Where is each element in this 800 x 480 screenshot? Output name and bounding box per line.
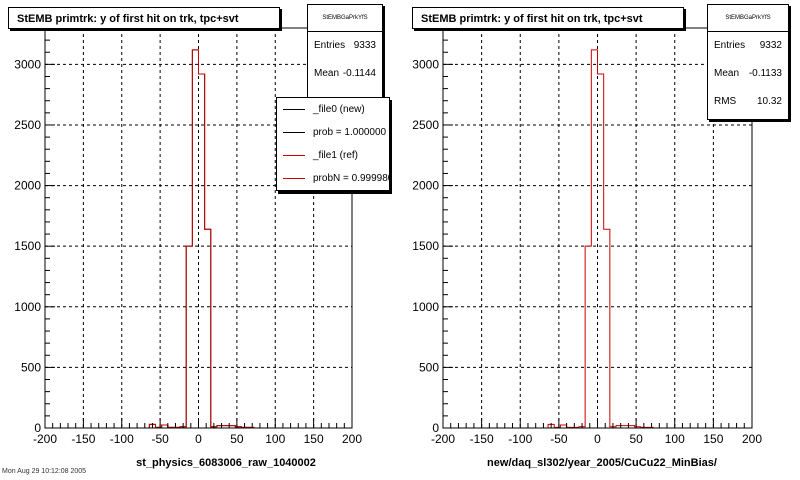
left-histogram-panel: -200 -150 -100 -50 0 50 100 150 2000500100015002…	[14, 27, 362, 446]
y-tick-label: 0	[34, 421, 41, 435]
y-tick-label: 3000	[14, 57, 41, 71]
right-stats-row: RMS 10.32	[708, 88, 788, 116]
x-tick-label: -150	[470, 432, 494, 446]
x-tick-label: -200	[33, 432, 57, 446]
legend-entry: _file1 (ref)	[277, 144, 389, 167]
legend-swatch	[283, 178, 305, 179]
y-tick-label: 1500	[412, 239, 439, 253]
legend-entry: _file0 (new)	[277, 98, 389, 121]
right-title-text: StEMB primtrk: y of first hit on trk, tp…	[421, 13, 643, 25]
x-tick-label: 100	[665, 432, 685, 446]
right-stats-value: -0.1133	[748, 68, 782, 79]
y-tick-label: 2500	[412, 118, 439, 132]
right-stats-value: 9332	[759, 40, 782, 51]
x-tick-label: -50	[151, 432, 169, 446]
left-x-axis-title: st_physics_6083006_raw_1040002	[136, 457, 316, 469]
left-stats-row: Mean -0.1144	[308, 60, 382, 88]
x-tick-label: 50	[629, 432, 643, 446]
left-title: StEMB primtrk: y of first hit on trk, tp…	[8, 7, 280, 29]
legend-swatch	[283, 155, 305, 156]
x-tick-label: -150	[71, 432, 95, 446]
right-stats-name: StEMBGaPrkYfS	[708, 5, 788, 32]
left-stats-row: Entries 9333	[308, 32, 382, 60]
right-stats-label: Entries	[714, 40, 746, 51]
left-stats-label: Entries	[314, 40, 346, 51]
y-tick-label: 1000	[412, 300, 439, 314]
right-stats-value: 10.32	[756, 96, 782, 107]
legend-swatch	[283, 109, 305, 110]
x-tick-label: 0	[195, 432, 202, 446]
legend-label: prob = 1.000000	[313, 127, 387, 138]
left-stats-value: 9333	[353, 40, 376, 51]
left-stats-value: -0.1144	[342, 68, 376, 79]
right-stats-label: Mean	[714, 68, 740, 79]
legend-swatch	[283, 132, 305, 133]
right-stats-box: StEMBGaPrkYfS Entries 9332 Mean -0.1133 …	[707, 4, 789, 120]
right-stats-row: Entries 9332	[708, 32, 788, 60]
right-stats-row: Mean -0.1133	[708, 60, 788, 88]
y-tick-label: 1000	[14, 300, 41, 314]
x-tick-label: -200	[431, 432, 455, 446]
left-stats-label: Mean	[314, 68, 340, 79]
y-tick-label: 0	[432, 421, 439, 435]
y-tick-label: 1500	[14, 239, 41, 253]
y-tick-label: 500	[21, 360, 41, 374]
x-tick-label: 200	[742, 432, 762, 446]
left-legend: _file0 (new) prob = 1.000000 _file1 (ref…	[276, 97, 390, 191]
left-title-text: StEMB primtrk: y of first hit on trk, tp…	[17, 13, 239, 25]
x-tick-label: 0	[594, 432, 601, 446]
x-tick-label: -50	[550, 432, 568, 446]
y-tick-label: 500	[419, 360, 439, 374]
footer-timestamp: Mon Aug 29 10:12:08 2005	[2, 468, 87, 475]
y-tick-label: 2000	[412, 179, 439, 193]
y-tick-label: 2500	[14, 118, 41, 132]
x-tick-label: 50	[230, 432, 244, 446]
x-tick-label: 150	[304, 432, 324, 446]
right-title: StEMB primtrk: y of first hit on trk, tp…	[412, 7, 684, 29]
left-stats-box: StEMBGaPrkYfS Entries 9333 Mean -0.1144	[307, 4, 383, 100]
x-tick-label: 150	[703, 432, 723, 446]
legend-label: _file0 (new)	[313, 104, 365, 115]
y-tick-label: 3000	[412, 57, 439, 71]
right-stats-label: RMS	[714, 96, 737, 107]
legend-label: _file1 (ref)	[313, 150, 359, 161]
x-tick-label: 100	[265, 432, 285, 446]
legend-entry: prob = 1.000000	[277, 121, 389, 144]
x-tick-label: 200	[342, 432, 362, 446]
legend-label: probN = 0.999980	[313, 173, 390, 184]
left-stats-name: StEMBGaPrkYfS	[308, 5, 382, 32]
y-tick-label: 2000	[14, 179, 41, 193]
legend-entry: probN = 0.999980	[277, 167, 389, 190]
x-tick-label: -100	[508, 432, 532, 446]
right-x-axis-title: new/daq_sl302/year_2005/CuCu22_MinBias/	[487, 457, 717, 469]
x-tick-label: -100	[110, 432, 134, 446]
